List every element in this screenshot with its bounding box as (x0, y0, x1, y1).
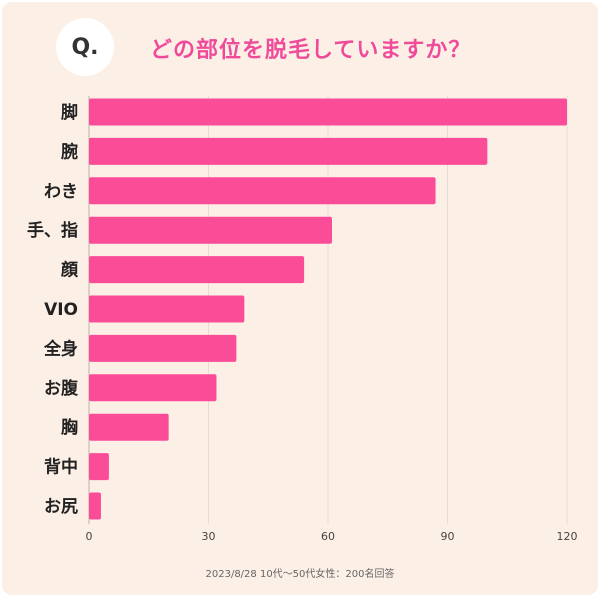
category-label: 全身 (43, 338, 78, 359)
category-label: わき (44, 182, 78, 202)
x-tick-label: 0 (86, 530, 93, 543)
bar (89, 256, 305, 284)
category-label: 胸 (61, 417, 78, 438)
category-label: お尻 (44, 497, 78, 517)
category-label: 腕 (61, 141, 78, 162)
category-label: 手、指 (27, 220, 78, 241)
x-tick-label: 60 (321, 530, 335, 543)
chart-title: どの部位を脱毛していますか？ (150, 38, 472, 63)
bar (89, 453, 109, 481)
footnote: 2023/8/28 10代〜50代女性：200名回答 (205, 569, 395, 580)
category-label: VIO (44, 300, 78, 320)
bar (89, 374, 217, 402)
x-tick-label: 120 (557, 530, 578, 543)
category-label: 顔 (60, 260, 79, 281)
question-label: Q. (71, 34, 99, 60)
bar (89, 137, 488, 165)
bar (89, 295, 245, 323)
x-tick-label: 30 (202, 530, 216, 543)
bar (89, 492, 101, 520)
bar (89, 413, 169, 441)
bar (89, 177, 436, 205)
bar (89, 334, 237, 362)
bars (89, 98, 567, 520)
x-tick-label: 90 (441, 530, 455, 543)
question-badge: Q. (56, 18, 114, 76)
category-label: 背中 (44, 457, 78, 478)
category-label: 脚 (61, 102, 78, 123)
category-label: お腹 (44, 378, 79, 399)
bar (89, 98, 567, 126)
bar (89, 216, 332, 244)
x-tick-labels: 0 30 60 90 120 (86, 530, 578, 543)
